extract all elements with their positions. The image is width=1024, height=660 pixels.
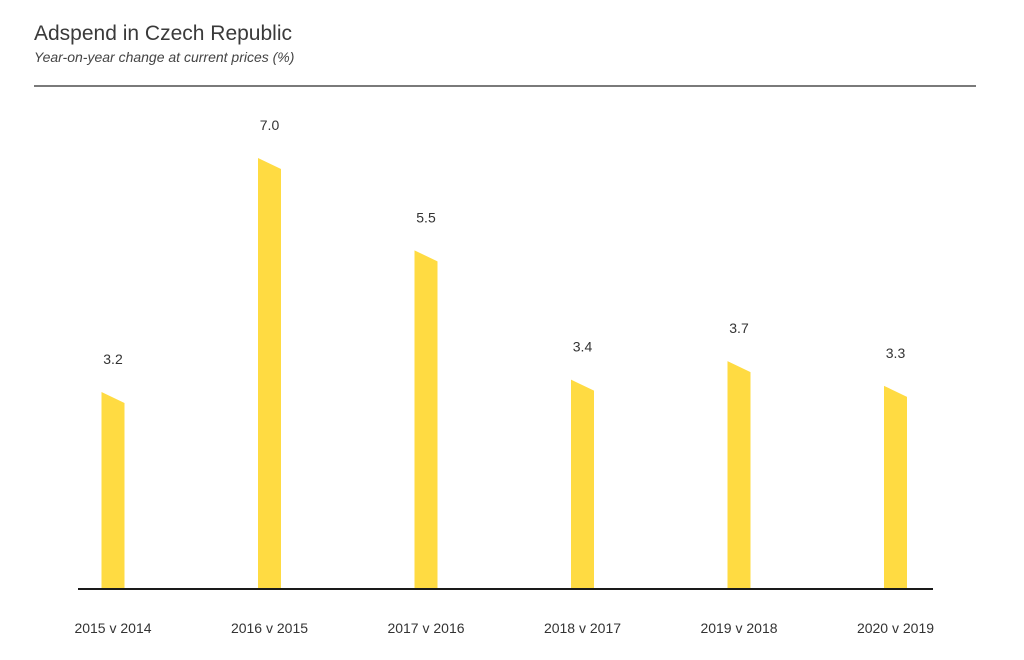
header-divider bbox=[34, 85, 976, 87]
value-label-5: 3.7 bbox=[729, 320, 749, 336]
value-label-1: 3.2 bbox=[103, 351, 123, 367]
bar-1 bbox=[101, 391, 125, 589]
bar-3 bbox=[414, 250, 438, 589]
bars-group bbox=[101, 158, 907, 589]
x-tick-labels-group: 2015 v 2014 2016 v 2015 2017 v 2016 2018 v … bbox=[74, 620, 934, 636]
x-tick-label-6: 2020 v 2019 bbox=[857, 620, 934, 636]
x-tick-label-1: 2015 v 2014 bbox=[74, 620, 151, 636]
value-label-2: 7.0 bbox=[260, 117, 280, 133]
bar-5 bbox=[727, 361, 751, 589]
x-tick-label-4: 2018 v 2017 bbox=[544, 620, 621, 636]
chart-subtitle: Year-on-year change at current prices (%… bbox=[34, 49, 295, 65]
chart-title: Adspend in Czech Republic bbox=[34, 22, 292, 45]
bar-4 bbox=[571, 379, 594, 589]
x-tick-label-5: 2019 v 2018 bbox=[700, 620, 777, 636]
value-label-4: 3.4 bbox=[573, 339, 593, 355]
x-tick-label-3: 2017 v 2016 bbox=[387, 620, 464, 636]
value-label-6: 3.3 bbox=[886, 345, 906, 361]
bar-2 bbox=[258, 158, 281, 589]
bar-6 bbox=[884, 385, 907, 589]
x-tick-label-2: 2016 v 2015 bbox=[231, 620, 308, 636]
value-label-3: 5.5 bbox=[416, 209, 436, 225]
value-labels-group: 3.2 7.0 5.5 3.4 3.7 3.3 bbox=[103, 117, 905, 367]
